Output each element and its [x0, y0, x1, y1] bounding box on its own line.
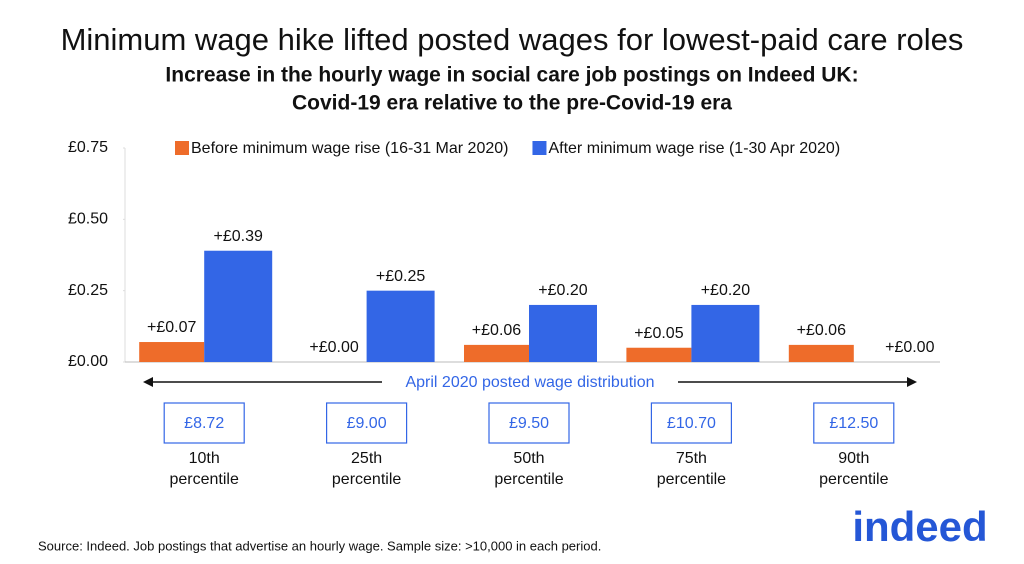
- wage-box: [163, 402, 245, 444]
- bar: [691, 304, 760, 362]
- bar: [139, 342, 205, 362]
- wage-box: [326, 402, 408, 444]
- bar: [204, 250, 273, 362]
- value-label: +£0.00: [309, 339, 358, 356]
- chart-subtitle: Covid-19 era relative to the pre-Covid-1…: [292, 92, 732, 115]
- value-label: +£0.39: [214, 228, 263, 245]
- annotation: April 2020 posted wage distribution: [405, 374, 654, 391]
- value-label: +£0.20: [701, 282, 750, 299]
- value-label: +£0.25: [376, 268, 425, 285]
- x-tick-label: 75th percentile: [656, 450, 727, 488]
- legend-label: After minimum wage rise (1-30 Apr 2020): [548, 140, 840, 157]
- chart-title: Minimum wage hike lifted posted wages fo…: [61, 22, 964, 57]
- value-label: +£0.06: [472, 322, 521, 339]
- logo: indeed: [852, 503, 987, 550]
- wage-label: £9.00: [347, 415, 387, 432]
- legend-label: Before minimum wage rise (16-31 Mar 2020…: [191, 140, 508, 157]
- wage-box: [813, 402, 895, 444]
- y-tick-label: £0.00: [68, 353, 108, 370]
- legend-swatch: [532, 141, 547, 155]
- source-note: Source: Indeed. Job postings that advert…: [38, 538, 601, 553]
- value-label: +£0.00: [885, 339, 934, 356]
- wage-label: £8.72: [184, 415, 224, 432]
- y-tick-label: £0.50: [68, 211, 108, 228]
- bar: [788, 344, 854, 362]
- wage-label: £12.50: [829, 415, 878, 432]
- value-label: +£0.07: [147, 319, 196, 336]
- arrow-head: [907, 377, 917, 387]
- y-tick-label: £0.75: [68, 139, 108, 156]
- x-tick-label: 25th percentile: [331, 450, 402, 488]
- annotation-bg: [382, 370, 678, 394]
- bar: [464, 344, 529, 362]
- bar: [366, 290, 435, 362]
- x-tick-label: 50th percentile: [494, 450, 564, 488]
- wage-label: £9.50: [509, 415, 549, 432]
- x-tick-label: 90th percentile: [819, 450, 889, 488]
- x-tick-label: 10th percentile: [169, 450, 239, 488]
- wage-label: £10.70: [667, 415, 716, 432]
- value-label: +£0.06: [797, 322, 846, 339]
- wage-box: [650, 402, 733, 444]
- y-tick-label: £0.25: [68, 282, 108, 299]
- value-label: +£0.20: [538, 282, 587, 299]
- value-label: +£0.05: [634, 325, 683, 342]
- wage-box: [488, 402, 570, 444]
- bar: [529, 304, 597, 362]
- legend-swatch: [175, 141, 189, 155]
- chart-subtitle: Increase in the hourly wage in social ca…: [165, 64, 858, 87]
- bar: [626, 347, 692, 362]
- arrow-head: [143, 377, 153, 387]
